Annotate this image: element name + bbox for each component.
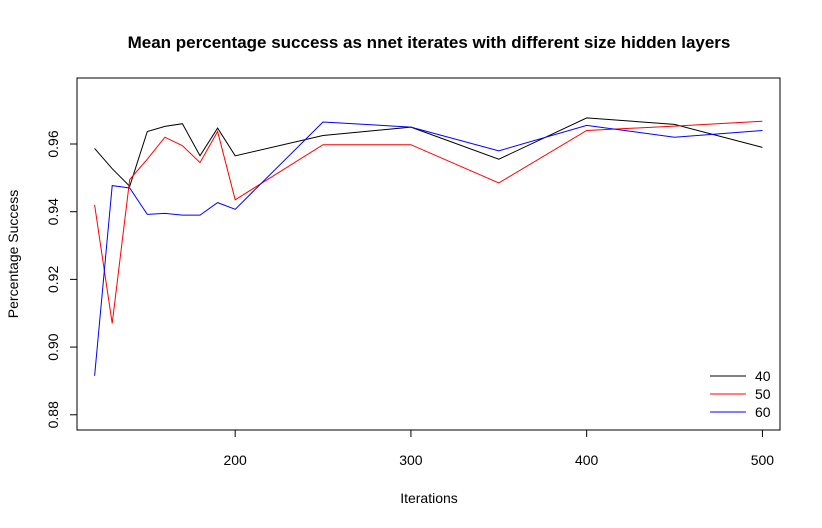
x-tick-label: 400 (575, 452, 599, 468)
y-axis-label: Percentage Success (5, 190, 21, 318)
y-tick-label: 0.88 (45, 401, 61, 428)
y-axis-ticks: 0.88 0.90 0.92 0.94 0.96 (45, 130, 77, 428)
y-tick-label: 0.94 (45, 198, 61, 225)
y-tick-label: 0.92 (45, 266, 61, 293)
x-tick-label: 500 (751, 452, 775, 468)
x-axis-label: Iterations (400, 490, 458, 506)
x-tick-label: 200 (223, 452, 247, 468)
legend: 40 50 60 (710, 368, 771, 420)
y-tick-label: 0.90 (45, 333, 61, 360)
series-line-40 (94, 117, 763, 188)
x-axis-ticks: 200 300 400 500 (223, 430, 774, 468)
plot-frame (76, 77, 781, 431)
series-line-50 (94, 120, 763, 324)
series-line-60 (94, 121, 763, 376)
x-tick-label: 300 (399, 452, 423, 468)
legend-label-50: 50 (755, 386, 771, 402)
legend-label-40: 40 (755, 368, 771, 384)
legend-label-60: 60 (755, 404, 771, 420)
y-tick-label: 0.96 (45, 130, 61, 157)
chart-title: Mean percentage success as nnet iterates… (128, 33, 731, 52)
series-lines (94, 117, 763, 376)
